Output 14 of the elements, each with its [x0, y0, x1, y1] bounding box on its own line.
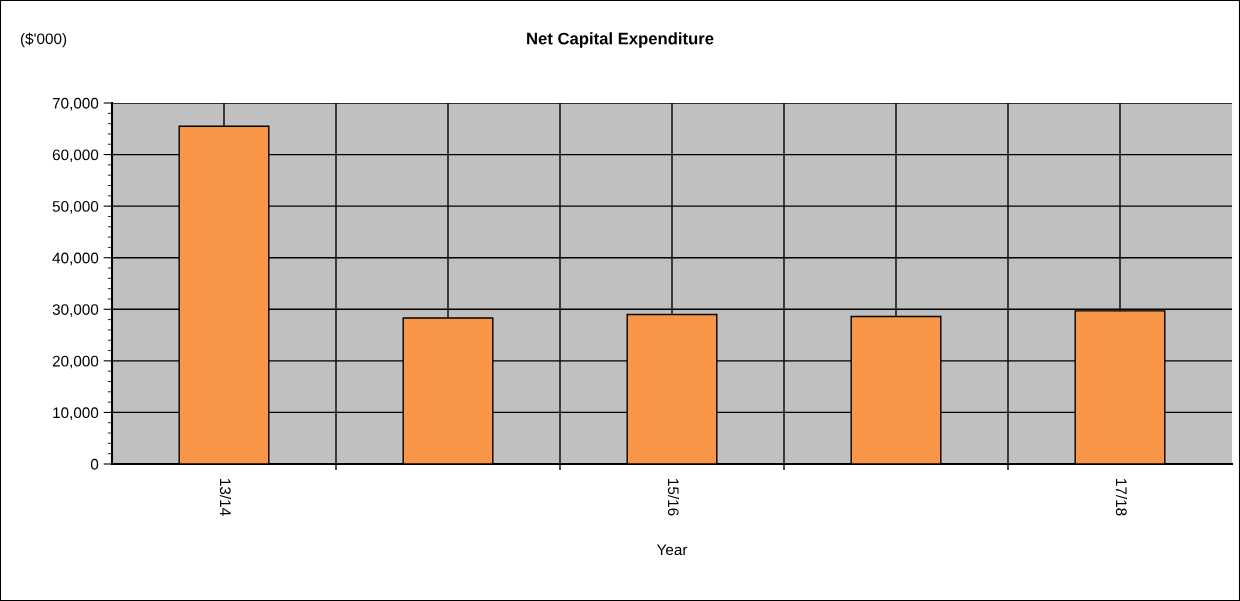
y-tick-label: 60,000 — [52, 149, 99, 163]
y-tick-label: 70,000 — [52, 97, 99, 111]
y-axis-title: ($'000) — [20, 32, 67, 48]
y-tick-label: 40,000 — [52, 252, 99, 266]
x-tick-label: 17/18 — [1115, 479, 1128, 516]
y-tick-label: 0 — [90, 458, 99, 470]
x-tick-label: 15/16 — [667, 479, 680, 516]
y-tick-label: 30,000 — [52, 304, 99, 317]
y-tick-label: 20,000 — [52, 355, 99, 369]
x-axis-title: Year — [656, 544, 688, 556]
chart-title: Net Capital Expenditure — [527, 32, 714, 48]
y-tick-label: 10,000 — [53, 407, 99, 420]
x-tick-label: 13/14 — [219, 479, 232, 516]
y-tick-label: 50,000 — [52, 201, 99, 214]
